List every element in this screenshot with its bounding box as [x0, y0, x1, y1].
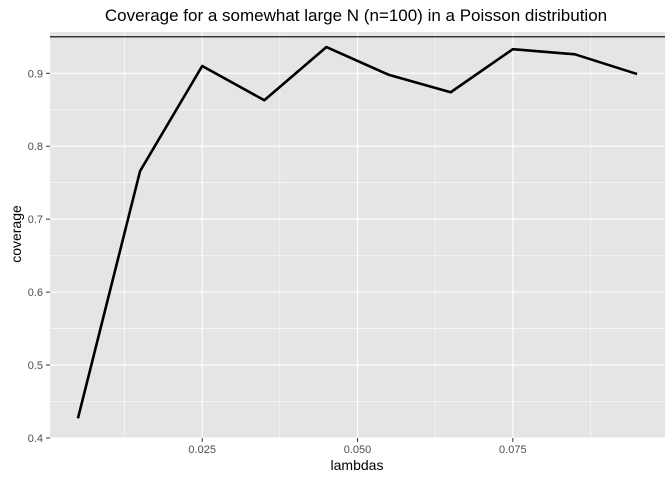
x-axis-title: lambdas	[331, 457, 384, 473]
x-tick-label: 0.075	[499, 444, 527, 456]
y-tick-label: 0.7	[28, 214, 43, 226]
y-tick-label: 0.5	[28, 360, 43, 372]
chart-title: Coverage for a somewhat large N (n=100) …	[105, 6, 607, 25]
x-axis-ticks: 0.025 0.050 0.075	[188, 438, 527, 456]
y-tick-label: 0.8	[28, 141, 43, 153]
y-tick-label: 0.6	[28, 287, 43, 299]
x-tick-label: 0.050	[344, 444, 372, 456]
series-line-coverage	[76, 45, 638, 419]
x-tick-label: 0.025	[188, 444, 216, 456]
y-tick-label: 0.4	[28, 433, 43, 445]
y-axis-title: coverage	[8, 205, 24, 263]
y-axis-ticks: 0.4 0.5 0.6 0.7 0.8 0.9	[28, 68, 50, 445]
y-tick-label: 0.9	[28, 68, 43, 80]
